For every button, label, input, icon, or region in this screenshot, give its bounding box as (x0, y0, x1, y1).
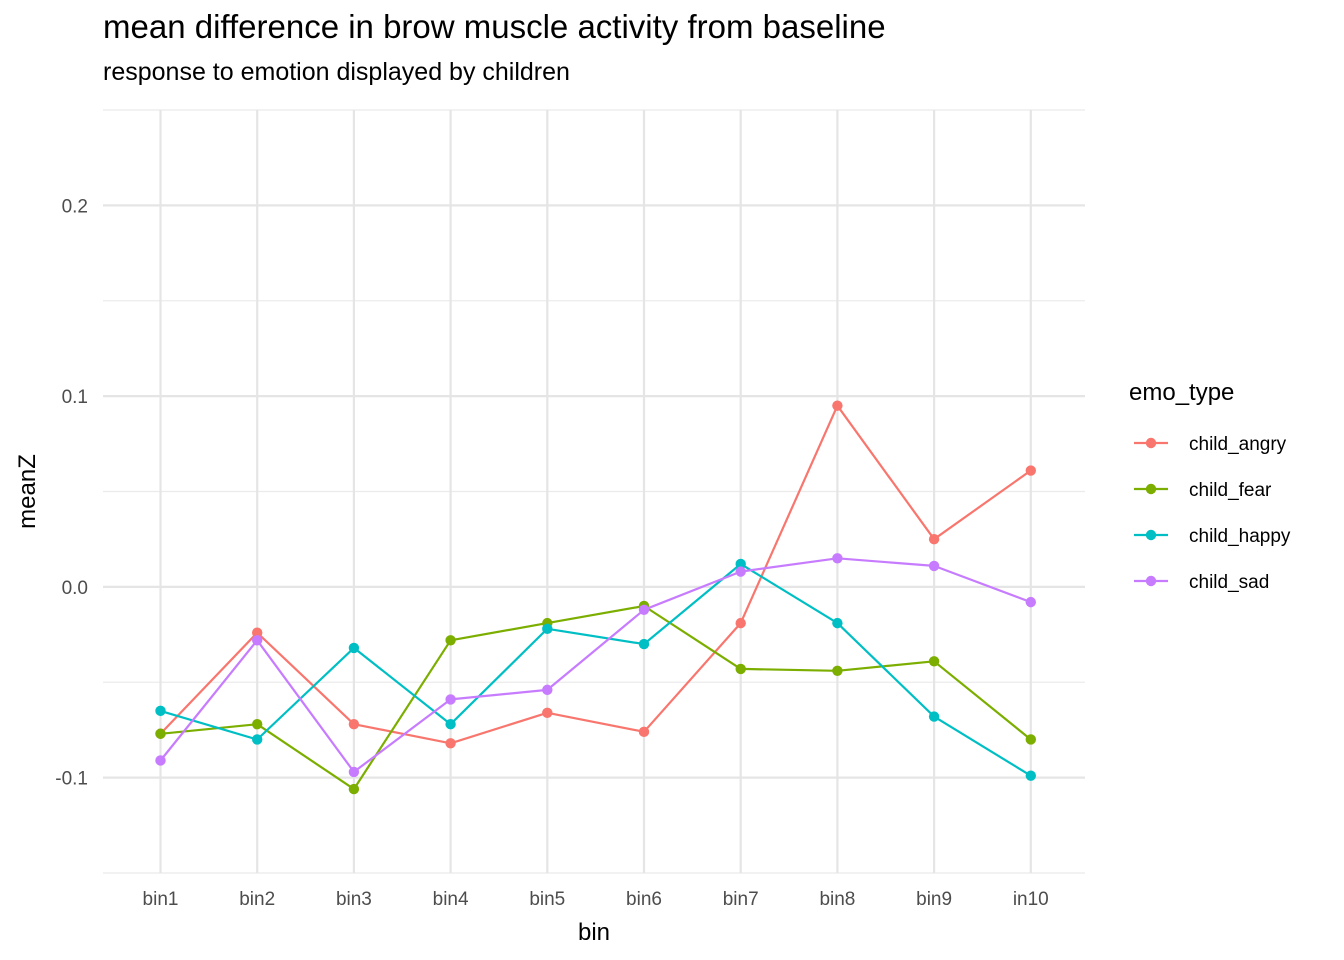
series-line (159, 404, 1032, 745)
series-child_fear (155, 600, 1037, 795)
x-tick-label: bin8 (819, 889, 855, 910)
legend-label: child_fear (1189, 480, 1272, 501)
data-point (252, 635, 263, 646)
legend-label: child_angry (1189, 434, 1287, 455)
chart-subtitle: response to emotion displayed by childre… (103, 58, 570, 86)
series-child_angry (155, 400, 1037, 749)
series-line (160, 562, 1032, 777)
x-tick-label: bin9 (916, 889, 952, 910)
legend-key-point (1145, 529, 1157, 541)
legend: emo_type child_angry child_fear child_happ… (1129, 379, 1291, 593)
legend-item: child_fear (1134, 480, 1272, 501)
legend-label: child_sad (1189, 572, 1269, 593)
data-point (445, 694, 456, 705)
series-line (160, 604, 1032, 791)
legend-key-point (1145, 483, 1157, 495)
x-tick-label: bin3 (336, 889, 372, 910)
x-tick-label: bin7 (723, 889, 759, 910)
data-point (542, 707, 553, 718)
y-tick-label: -0.1 (55, 769, 88, 790)
legend-title: emo_type (1129, 379, 1234, 406)
data-point (155, 755, 166, 766)
data-point (735, 617, 746, 629)
data-point (928, 533, 940, 545)
x-axis-title: bin (578, 919, 610, 946)
data-point (638, 604, 650, 615)
data-point (832, 665, 843, 677)
data-point (348, 766, 360, 778)
x-tick-label: bin5 (529, 889, 565, 910)
data-point (445, 738, 456, 749)
y-tick-label: 0.1 (62, 387, 88, 408)
data-point (1025, 734, 1037, 745)
series-group (155, 400, 1037, 795)
legend-key-point (1145, 575, 1157, 587)
legend-item: child_sad (1134, 572, 1269, 593)
data-point (542, 684, 553, 696)
data-point (348, 642, 360, 654)
grid (103, 109, 1085, 874)
chart-title: mean difference in brow muscle activity … (103, 8, 886, 45)
data-point (1025, 465, 1037, 476)
x-tick-label: in10 (1013, 889, 1049, 910)
series-child_happy (155, 558, 1037, 781)
data-point (928, 560, 940, 572)
data-point (1025, 596, 1037, 608)
data-point (832, 400, 843, 411)
data-point (735, 558, 746, 570)
x-tick-label: bin4 (433, 889, 469, 910)
y-tick-label: 0.0 (62, 578, 88, 599)
series-child_sad (155, 553, 1037, 778)
y-tick-label: 0.2 (62, 196, 88, 217)
axes: -0.1 0.0 0.1 0.2 bin1 bin2 bin3 bin4 bin5 bin6 bin… (55, 196, 1049, 910)
data-point (252, 734, 263, 745)
x-tick-label: bin1 (143, 889, 179, 910)
legend-key-point (1145, 437, 1157, 449)
data-point (1025, 770, 1037, 781)
data-point (445, 635, 456, 646)
data-point (348, 783, 360, 795)
data-point (735, 566, 746, 577)
data-point (542, 623, 553, 635)
data-point (928, 711, 940, 722)
data-point (638, 638, 650, 650)
data-point (638, 726, 650, 738)
legend-label: child_happy (1189, 526, 1291, 547)
data-point (155, 728, 166, 739)
x-tick-label: bin6 (626, 889, 662, 910)
x-tick-label: bin2 (239, 889, 275, 910)
data-point (348, 719, 360, 730)
data-point (155, 705, 166, 717)
legend-item: child_angry (1134, 434, 1287, 455)
legend-item: child_happy (1134, 526, 1291, 547)
data-point (735, 663, 746, 675)
data-point (445, 719, 456, 730)
data-point (832, 553, 843, 564)
data-point (832, 617, 843, 629)
series-line (159, 557, 1032, 774)
y-axis-title: meanZ (14, 454, 41, 529)
data-point (252, 719, 263, 730)
data-point (252, 627, 263, 638)
data-point (928, 656, 940, 667)
